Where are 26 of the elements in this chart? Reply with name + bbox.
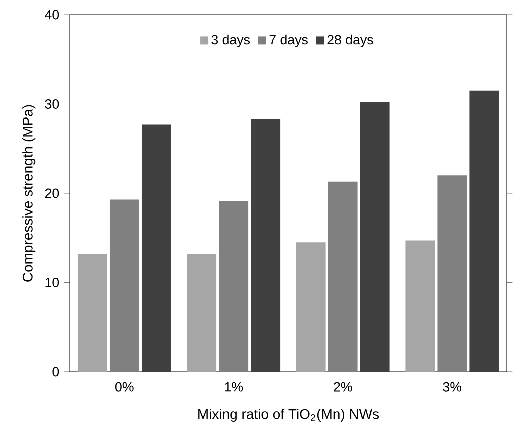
x-axis-title: Mixing ratio of TiO$_{2}$(Mn) NWs: [198, 408, 380, 422]
bar: [251, 119, 281, 372]
y-tick-label: 40: [45, 10, 60, 20]
y-tick-label: 0: [52, 367, 60, 377]
legend-label: 3 days: [212, 34, 250, 48]
bar: [406, 240, 436, 372]
y-tick-label: 30: [45, 100, 60, 109]
bar: [296, 242, 326, 372]
x-tick-label: 1%: [225, 382, 244, 392]
bar: [187, 254, 217, 372]
bar: [110, 200, 140, 372]
x-tick-label: 2%: [334, 382, 352, 392]
y-axis-title: Compressive strength (MPa): [22, 105, 36, 282]
legend-label: 28 days: [328, 34, 374, 48]
y-tick-label: 20: [45, 188, 60, 198]
bar: [328, 182, 358, 372]
x-tick-label: 0%: [116, 382, 134, 392]
bar: [438, 176, 468, 372]
bar: [142, 124, 172, 372]
bar: [219, 202, 249, 372]
bar: [470, 90, 500, 372]
bar: [78, 254, 108, 372]
y-tick-label: 10: [46, 278, 60, 288]
bar: [360, 102, 390, 372]
legend-label: 7 days: [270, 34, 308, 48]
x-tick-label: 3%: [443, 382, 462, 392]
